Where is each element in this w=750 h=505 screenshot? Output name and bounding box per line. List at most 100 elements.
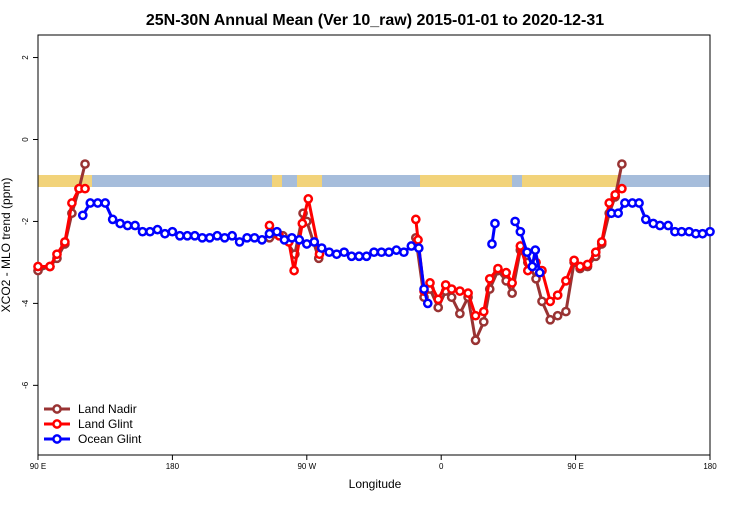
point bbox=[197, 232, 208, 243]
x-tick-label: 90 E bbox=[567, 462, 583, 471]
chart-title: 25N-30N Annual Mean (Ver 10_raw) 2015-01… bbox=[146, 12, 604, 29]
point bbox=[620, 198, 630, 208]
point bbox=[145, 226, 155, 237]
point bbox=[561, 276, 571, 286]
point bbox=[227, 230, 237, 241]
point bbox=[617, 183, 627, 194]
point bbox=[410, 214, 421, 225]
y-axis-label: XCO2 - MLO trend (ppm) bbox=[0, 178, 13, 313]
point bbox=[219, 232, 230, 243]
point bbox=[301, 239, 312, 249]
point bbox=[45, 261, 55, 272]
point bbox=[697, 228, 708, 239]
legend-marker bbox=[52, 404, 62, 414]
point bbox=[406, 241, 417, 251]
point bbox=[152, 224, 163, 235]
point bbox=[249, 232, 260, 243]
point bbox=[399, 247, 409, 258]
legend-label: Land Glint bbox=[78, 417, 133, 431]
y-tick-label: 0 bbox=[21, 137, 30, 142]
point bbox=[234, 237, 245, 247]
point bbox=[490, 218, 500, 229]
point bbox=[264, 228, 275, 239]
point bbox=[617, 159, 627, 169]
point bbox=[242, 232, 252, 243]
point bbox=[346, 251, 357, 262]
point bbox=[122, 220, 133, 231]
point bbox=[561, 306, 571, 317]
point bbox=[272, 226, 282, 237]
point bbox=[33, 261, 43, 272]
point bbox=[264, 220, 275, 231]
x-tick-label: 0 bbox=[439, 462, 444, 471]
point bbox=[204, 232, 215, 243]
point bbox=[419, 284, 429, 294]
point bbox=[534, 267, 545, 278]
point bbox=[478, 306, 489, 317]
point bbox=[705, 226, 715, 237]
point bbox=[361, 251, 372, 262]
point bbox=[663, 220, 674, 231]
point bbox=[309, 237, 320, 247]
point bbox=[80, 183, 90, 194]
point bbox=[446, 292, 457, 303]
point bbox=[545, 314, 556, 325]
point bbox=[455, 286, 465, 296]
point bbox=[433, 302, 444, 313]
point bbox=[425, 278, 435, 288]
point bbox=[575, 261, 585, 272]
point bbox=[369, 247, 379, 258]
point bbox=[324, 247, 335, 258]
y-tick-label: 2 bbox=[21, 55, 30, 60]
point bbox=[384, 247, 394, 258]
point bbox=[316, 243, 327, 253]
point bbox=[294, 235, 305, 245]
point bbox=[590, 247, 601, 258]
point bbox=[446, 284, 457, 294]
point bbox=[67, 198, 77, 208]
point bbox=[85, 198, 96, 208]
point bbox=[137, 226, 148, 237]
point bbox=[610, 189, 621, 200]
point bbox=[413, 243, 424, 253]
point bbox=[339, 247, 349, 258]
point bbox=[100, 198, 111, 208]
point bbox=[376, 247, 387, 258]
point bbox=[455, 308, 465, 319]
point bbox=[189, 230, 200, 241]
point bbox=[289, 265, 299, 276]
y-tick-label: -6 bbox=[21, 381, 30, 389]
point bbox=[130, 220, 140, 231]
point bbox=[413, 235, 423, 245]
legend-label: Land Nadir bbox=[78, 402, 137, 416]
land-sea-strip bbox=[38, 175, 710, 187]
point bbox=[552, 310, 563, 321]
plot-frame bbox=[37, 34, 711, 456]
point bbox=[493, 263, 503, 274]
point bbox=[487, 239, 497, 249]
legend-marker bbox=[52, 419, 62, 429]
x-axis-label: Longitude bbox=[349, 477, 402, 491]
point bbox=[463, 288, 473, 298]
x-tick-label: 180 bbox=[166, 462, 180, 471]
point bbox=[676, 226, 687, 237]
point bbox=[507, 288, 517, 298]
point bbox=[569, 255, 579, 266]
point bbox=[501, 267, 512, 278]
point bbox=[510, 216, 520, 227]
x-tick-label: 180 bbox=[703, 462, 717, 471]
point bbox=[634, 198, 644, 208]
point bbox=[604, 198, 615, 208]
point bbox=[470, 335, 481, 346]
point bbox=[160, 228, 170, 239]
point bbox=[537, 296, 547, 307]
point bbox=[545, 296, 556, 307]
point bbox=[212, 230, 223, 241]
point bbox=[257, 235, 267, 245]
point bbox=[522, 247, 532, 258]
point bbox=[655, 220, 665, 231]
point bbox=[484, 273, 495, 284]
point bbox=[530, 245, 541, 255]
